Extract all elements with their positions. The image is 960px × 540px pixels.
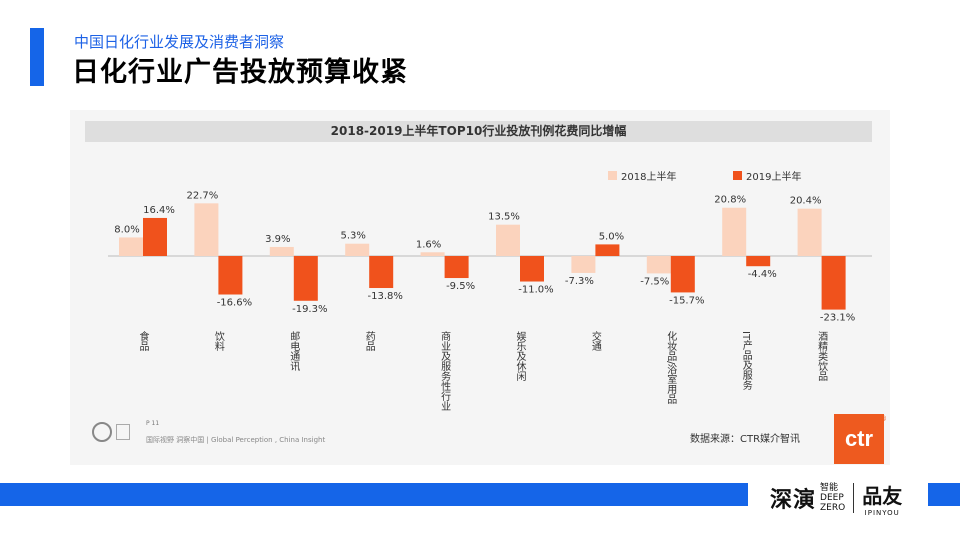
data-label-2019-3: -13.8% bbox=[368, 291, 403, 302]
bar-2019-7 bbox=[670, 256, 695, 293]
category-label-8: IT产品及服务 bbox=[740, 331, 752, 391]
category-label-1: 饮料 bbox=[212, 331, 224, 351]
legend-swatch-2018 bbox=[608, 170, 617, 180]
brand-logos: 深演 智能 DEEP ZERO 品友 IPINYOU bbox=[770, 478, 902, 518]
bar-2018-6 bbox=[571, 256, 596, 273]
data-label-2019-8: -4.4% bbox=[748, 269, 777, 280]
brand-deepzero: 深演 bbox=[770, 488, 817, 513]
page-title: 日化行业广告投放预算收紧 bbox=[72, 57, 408, 88]
category-label-3: 药品 bbox=[363, 331, 375, 351]
data-label-2018-5: 13.5% bbox=[488, 212, 520, 223]
bar-2019-9 bbox=[821, 256, 846, 310]
data-label-2019-4: -9.5% bbox=[446, 281, 475, 292]
bar-2018-7 bbox=[646, 256, 671, 274]
chart-title: 2018-2019上半年TOP10行业投放刊例花费同比增幅 bbox=[330, 124, 627, 138]
bar-2018-9 bbox=[797, 208, 822, 256]
category-label-0: 食品 bbox=[137, 331, 148, 351]
footer-badge-logo bbox=[116, 424, 130, 440]
legend-label-2018: 2018上半年 bbox=[621, 171, 677, 183]
legend-swatch-2019 bbox=[733, 170, 742, 180]
data-label-2018-8: 20.8% bbox=[714, 195, 746, 206]
data-label-2019-6: 5.0% bbox=[599, 231, 624, 242]
chart-panel bbox=[70, 110, 890, 465]
data-label-2019-0: 16.4% bbox=[143, 205, 175, 216]
bar-2018-8 bbox=[722, 207, 747, 256]
data-label-2018-6: -7.3% bbox=[565, 276, 594, 287]
category-label-6: 交通 bbox=[589, 331, 601, 351]
category-label-9: 酒精类饮品 bbox=[815, 331, 827, 381]
data-source: 数据来源：CTR媒介智讯 bbox=[690, 434, 801, 445]
page-subtitle: 中国日化行业发展及消费者洞察 bbox=[74, 33, 285, 51]
bar-2018-0 bbox=[119, 237, 143, 256]
bar-2019-6 bbox=[595, 244, 620, 256]
data-label-2018-3: 5.3% bbox=[340, 231, 365, 242]
bar-2019-8 bbox=[746, 256, 771, 267]
data-label-2018-4: 1.6% bbox=[416, 239, 441, 250]
bar-2019-1 bbox=[218, 256, 243, 295]
bar-2018-3 bbox=[345, 243, 370, 256]
data-label-2018-2: 3.9% bbox=[265, 234, 290, 245]
chart-title-background bbox=[85, 121, 872, 142]
brand-deepzero-en1: DEEP bbox=[820, 493, 844, 503]
data-label-2019-1: -16.6% bbox=[217, 298, 252, 309]
bar-2019-2 bbox=[293, 256, 318, 301]
ctr-logo: ctr bbox=[834, 414, 884, 464]
bottom-band-end bbox=[928, 483, 960, 506]
category-label-2: 邮电通讯 bbox=[287, 331, 299, 371]
ctr-registered-mark: ® bbox=[880, 415, 887, 423]
bar-2018-5 bbox=[496, 224, 520, 256]
category-label-7: 化妆品/浴室用品 bbox=[664, 331, 676, 405]
data-label-2019-9: -23.1% bbox=[820, 313, 855, 324]
brand-pinyou: 品友 IPINYOU bbox=[862, 480, 902, 517]
legend-item-2019: 2019上半年 bbox=[733, 169, 802, 183]
data-label-2019-7: -15.7% bbox=[669, 295, 704, 306]
data-label-2019-5: -11.0% bbox=[518, 285, 553, 296]
category-label-4: 商业及服务性行业 bbox=[438, 331, 450, 411]
bar-2018-1 bbox=[194, 203, 219, 256]
brand-pinyou-cn: 品友 bbox=[862, 483, 903, 508]
brand-divider bbox=[853, 483, 855, 513]
accent-bar bbox=[30, 28, 44, 86]
footer-seal-logo bbox=[92, 422, 112, 442]
legend-label-2019: 2019上半年 bbox=[746, 171, 802, 183]
footer-note: 国际视野 洞察中国 | Global Perception , China In… bbox=[146, 436, 326, 444]
data-label-2018-9: 20.4% bbox=[790, 196, 822, 207]
bottom-band bbox=[0, 483, 748, 506]
bar-2019-4 bbox=[444, 256, 469, 279]
brand-pinyou-en: IPINYOU bbox=[864, 508, 900, 517]
bar-2019-3 bbox=[369, 256, 394, 289]
brand-deepzero-cn: 智能 bbox=[820, 483, 839, 493]
category-label-5: 娱乐及休闲 bbox=[514, 331, 525, 381]
bar-2018-4 bbox=[420, 252, 445, 256]
legend-item-2018: 2018上半年 bbox=[608, 169, 677, 183]
data-label-2019-2: -19.3% bbox=[292, 304, 327, 315]
bar-2018-2 bbox=[269, 246, 294, 256]
footer-page-number: P 11 bbox=[146, 420, 160, 427]
brand-deepzero-small: 智能 DEEP ZERO bbox=[820, 483, 845, 513]
data-label-2018-7: -7.5% bbox=[640, 276, 669, 287]
data-label-2018-1: 22.7% bbox=[187, 190, 219, 201]
bar-2019-5 bbox=[520, 256, 544, 282]
brand-deepzero-en2: ZERO bbox=[820, 503, 846, 513]
bar-2019-0 bbox=[143, 217, 167, 256]
data-label-2018-0: 8.0% bbox=[114, 224, 139, 235]
